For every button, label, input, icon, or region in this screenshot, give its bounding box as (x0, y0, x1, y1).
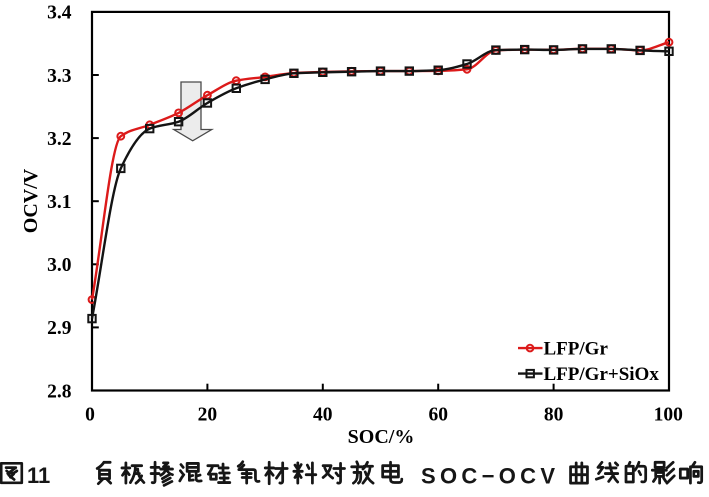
svg-text:80: 80 (544, 405, 564, 426)
svg-text:2.9: 2.9 (47, 318, 72, 339)
svg-text:100: 100 (654, 405, 683, 426)
svg-text:0: 0 (85, 405, 95, 426)
svg-text:20: 20 (198, 405, 218, 426)
svg-text:OCV/V: OCV/V (20, 168, 42, 233)
svg-text:3.3: 3.3 (47, 66, 72, 87)
svg-text:11: 11 (27, 463, 50, 488)
svg-text:SOC/%: SOC/% (348, 426, 415, 448)
svg-text:3.4: 3.4 (47, 3, 72, 24)
svg-text:3.0: 3.0 (47, 255, 71, 276)
svg-text:LFP/Gr+SiOx: LFP/Gr+SiOx (544, 364, 660, 385)
svg-text:SOC−OCV: SOC−OCV (421, 464, 559, 489)
svg-text:3.2: 3.2 (47, 129, 71, 150)
svg-text:60: 60 (428, 405, 448, 426)
svg-text:2.8: 2.8 (47, 381, 72, 402)
svg-text:3.1: 3.1 (47, 192, 71, 213)
svg-text:40: 40 (313, 405, 333, 426)
svg-text:LFP/Gr: LFP/Gr (544, 338, 609, 359)
